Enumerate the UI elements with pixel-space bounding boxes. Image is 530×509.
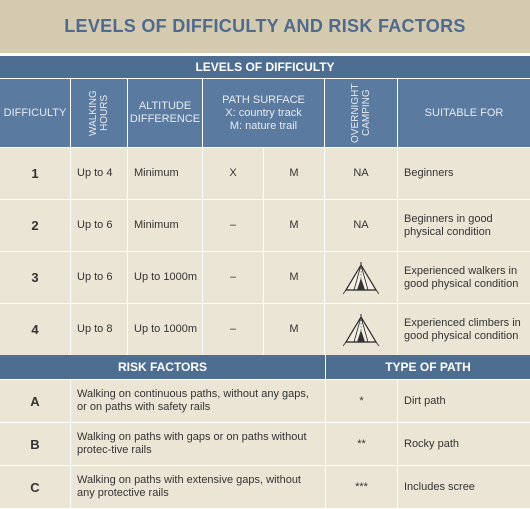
- suitable-for: Experienced walkers in good physical con…: [398, 252, 530, 303]
- suitable-for: Beginners: [398, 148, 530, 199]
- surface-x: –: [203, 200, 263, 251]
- suitable-for: Experienced climbers in good physical co…: [398, 304, 530, 355]
- header-overnight-cell: OVERNIGHT CAMPING: [325, 79, 397, 147]
- path-heading: TYPE OF PATH: [326, 355, 530, 379]
- risk-heading: RISK FACTORS: [0, 355, 325, 379]
- header-overnight-camping: OVERNIGHT CAMPING: [350, 83, 372, 143]
- level-number: 1: [0, 148, 70, 199]
- risk-stars: ***: [326, 466, 397, 508]
- risk-code: C: [0, 466, 70, 508]
- walking-hours: Up to 6: [71, 200, 127, 251]
- walking-hours: Up to 4: [71, 148, 127, 199]
- path-surface-x: X: country track: [225, 106, 302, 119]
- altitude-difference: Up to 1000m: [128, 304, 202, 355]
- surface-x: –: [203, 304, 263, 355]
- overnight-camping: NA: [325, 200, 397, 251]
- level-number: 2: [0, 200, 70, 251]
- risk-description: Walking on continuous paths, without any…: [71, 380, 325, 422]
- risk-description: Walking on paths with extensive gaps, wi…: [71, 466, 325, 508]
- walking-hours: Up to 8: [71, 304, 127, 355]
- surface-m: M: [264, 200, 324, 251]
- risk-code: A: [0, 380, 70, 422]
- risk-stars: *: [326, 380, 397, 422]
- risk-stars: **: [326, 423, 397, 465]
- header-path-surface: PATH SURFACE X: country track M: nature …: [203, 79, 324, 147]
- path-surface-m: M: nature trail: [229, 119, 298, 132]
- altitude-difference: Up to 1000m: [128, 252, 202, 303]
- levels-heading: LEVELS OF DIFFICULTY: [0, 56, 530, 78]
- header-difficulty: DIFFICULTY: [0, 79, 70, 147]
- altitude-difference: Minimum: [128, 200, 202, 251]
- walking-hours: Up to 6: [71, 252, 127, 303]
- overnight-camping: [325, 304, 397, 355]
- header-suitable-for: SUITABLE FOR: [398, 79, 530, 147]
- header-altitude: ALTITUDE DIFFERENCE: [128, 79, 202, 147]
- surface-m: M: [264, 252, 324, 303]
- path-type: Includes scree: [398, 466, 530, 508]
- risk-code: B: [0, 423, 70, 465]
- header-walking-hours: WALKING HOURS: [88, 90, 110, 136]
- risk-description: Walking on paths with gaps or on paths w…: [71, 423, 325, 465]
- suitable-for: Beginners in good physical condition: [398, 200, 530, 251]
- path-type: Rocky path: [398, 423, 530, 465]
- surface-m: M: [264, 148, 324, 199]
- page-title: LEVELS OF DIFFICULTY AND RISK FACTORS: [0, 0, 530, 55]
- tent-icon: [343, 313, 379, 346]
- path-type: Dirt path: [398, 380, 530, 422]
- level-number: 3: [0, 252, 70, 303]
- path-surface-title: PATH SURFACE: [222, 93, 305, 106]
- altitude-difference: Minimum: [128, 148, 202, 199]
- surface-x: X: [203, 148, 263, 199]
- overnight-camping: NA: [325, 148, 397, 199]
- tent-icon: [343, 261, 379, 294]
- header-walking-hours-cell: WALKING HOURS: [71, 79, 127, 147]
- surface-m: M: [264, 304, 324, 355]
- overnight-camping: [325, 252, 397, 303]
- level-number: 4: [0, 304, 70, 355]
- surface-x: –: [203, 252, 263, 303]
